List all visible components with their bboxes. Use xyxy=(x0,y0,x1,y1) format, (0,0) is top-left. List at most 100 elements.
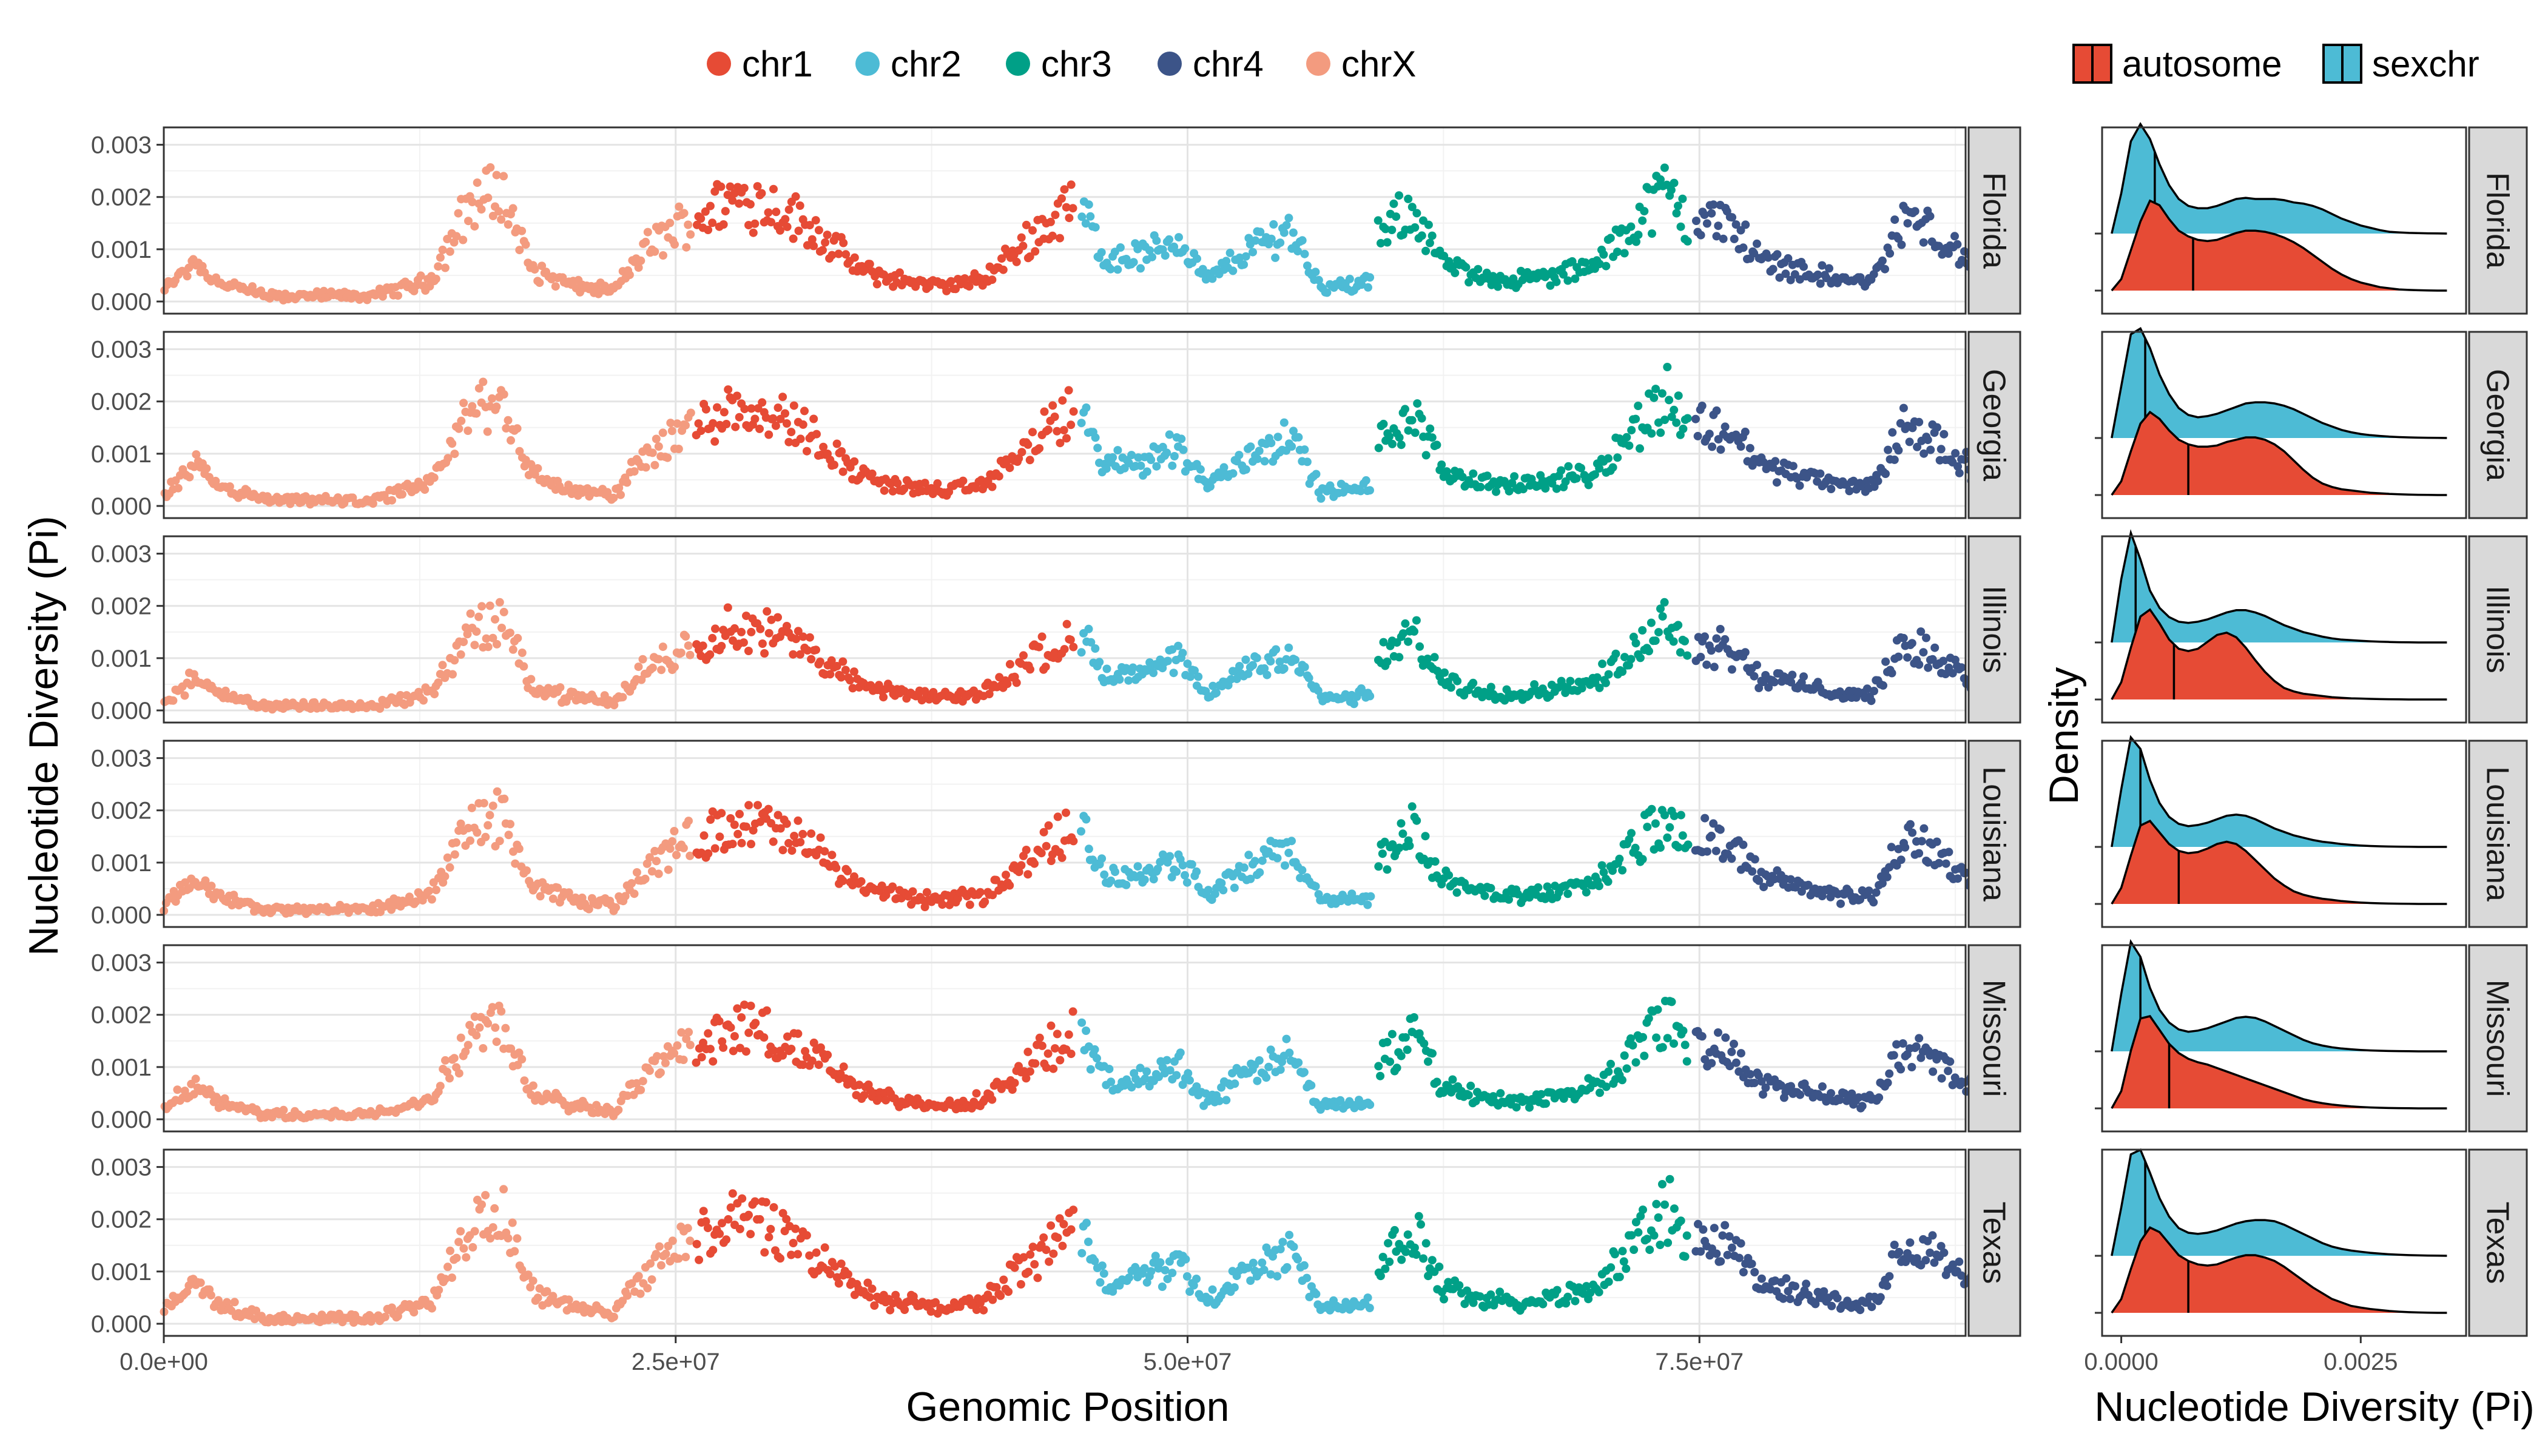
data-point xyxy=(1421,451,1431,460)
data-point xyxy=(1915,1034,1924,1043)
data-point xyxy=(1602,1082,1611,1091)
data-point xyxy=(1759,883,1768,892)
data-point xyxy=(1552,484,1561,493)
data-point xyxy=(1869,898,1878,907)
data-point xyxy=(1215,1096,1224,1105)
data-point xyxy=(468,198,477,206)
data-point xyxy=(1771,457,1780,466)
data-point xyxy=(1876,1293,1885,1302)
data-point xyxy=(1407,416,1417,425)
data-point xyxy=(1721,1221,1730,1230)
y-tick-label: 0.003 xyxy=(91,950,152,977)
data-point xyxy=(701,207,710,216)
data-point xyxy=(1432,440,1441,450)
data-point xyxy=(641,463,650,472)
data-point xyxy=(1249,248,1257,257)
data-point xyxy=(492,402,501,411)
data-point xyxy=(670,827,679,835)
data-point xyxy=(1414,1212,1423,1221)
series-chr2 xyxy=(1077,624,1375,709)
data-point xyxy=(682,1034,691,1043)
data-point xyxy=(1241,465,1250,474)
data-point xyxy=(1944,848,1953,857)
data-point xyxy=(1654,628,1663,637)
data-point xyxy=(445,247,454,256)
data-point xyxy=(1881,265,1889,274)
data-point xyxy=(1564,462,1573,471)
data-point xyxy=(521,240,530,249)
legend-label-chr4: chr4 xyxy=(1193,44,1264,84)
data-point xyxy=(668,837,677,846)
data-point xyxy=(189,1090,198,1099)
data-point xyxy=(1323,288,1332,297)
data-point xyxy=(827,656,836,665)
data-point xyxy=(1091,433,1100,442)
data-point xyxy=(775,226,784,235)
data-point xyxy=(1650,1231,1659,1240)
data-point xyxy=(659,1052,668,1061)
data-point xyxy=(457,416,466,425)
data-point xyxy=(1496,1089,1505,1098)
data-point xyxy=(448,1273,456,1282)
data-point xyxy=(1300,445,1309,454)
data-point xyxy=(1568,257,1577,266)
data-point xyxy=(1004,1287,1013,1296)
data-point xyxy=(1417,231,1426,240)
data-point xyxy=(1415,1029,1424,1038)
data-point xyxy=(1147,456,1156,464)
data-point xyxy=(452,838,460,847)
data-point xyxy=(1636,1212,1645,1221)
data-point xyxy=(926,1307,935,1316)
data-point xyxy=(1791,1282,1799,1291)
data-point xyxy=(1827,1089,1835,1098)
data-point xyxy=(1702,660,1711,669)
series-chr1 xyxy=(692,385,1078,500)
data-point xyxy=(811,216,820,225)
data-point xyxy=(495,837,504,846)
data-point xyxy=(1046,1221,1056,1230)
data-point xyxy=(225,482,234,491)
data-point xyxy=(410,1308,419,1317)
data-point xyxy=(1455,1281,1464,1290)
data-point xyxy=(1452,888,1461,897)
data-point xyxy=(717,809,726,818)
series-chr3 xyxy=(1374,802,1693,908)
data-point xyxy=(1736,1239,1745,1248)
data-point xyxy=(1192,1082,1201,1091)
data-point xyxy=(1700,814,1710,823)
data-point xyxy=(1165,235,1174,244)
data-point xyxy=(706,815,715,824)
data-point xyxy=(1056,1056,1065,1065)
data-point xyxy=(1082,403,1091,412)
data-point xyxy=(778,1051,787,1060)
data-point xyxy=(1595,464,1604,473)
data-point xyxy=(1884,445,1893,454)
data-point xyxy=(1546,281,1555,290)
data-point xyxy=(814,226,823,235)
data-point xyxy=(1658,612,1667,621)
data-point xyxy=(787,1250,796,1259)
data-point xyxy=(723,190,732,200)
data-point xyxy=(992,1282,1001,1292)
data-point xyxy=(1397,1051,1406,1060)
data-point xyxy=(1392,212,1401,221)
data-point xyxy=(1660,1200,1669,1209)
data-point xyxy=(1383,657,1392,666)
data-point xyxy=(1656,428,1665,437)
data-point xyxy=(1727,1047,1736,1056)
data-point xyxy=(647,1275,656,1284)
data-point xyxy=(1282,221,1291,230)
data-point xyxy=(1577,463,1585,473)
data-point xyxy=(1634,231,1643,240)
data-point xyxy=(708,633,717,642)
data-point xyxy=(715,832,724,841)
data-point xyxy=(1613,248,1622,257)
data-point xyxy=(1293,1255,1302,1264)
data-point xyxy=(1736,442,1745,451)
data-point xyxy=(1935,858,1944,868)
data-point xyxy=(679,843,688,852)
data-point xyxy=(1042,1245,1051,1255)
data-point xyxy=(794,627,803,636)
data-point xyxy=(1750,672,1759,681)
